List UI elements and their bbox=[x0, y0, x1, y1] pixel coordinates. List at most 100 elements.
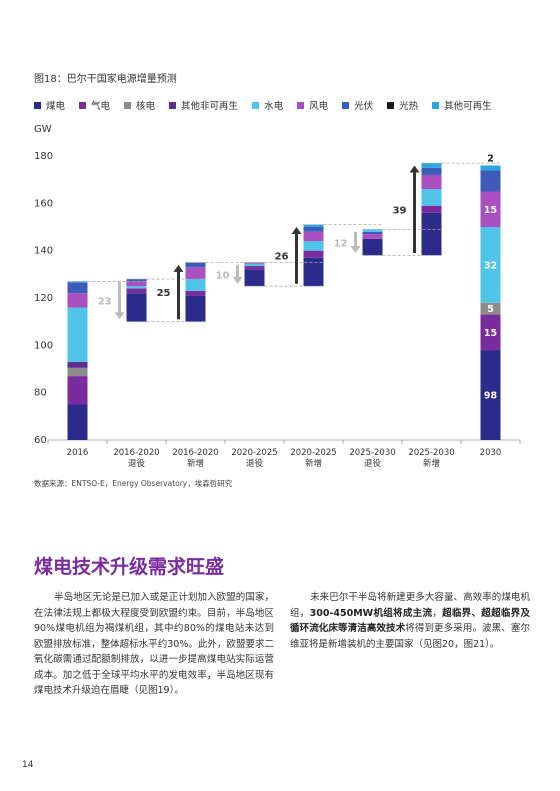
bar-segment-hydro bbox=[185, 279, 206, 291]
segment-value-label: 32 bbox=[484, 260, 497, 271]
legend-swatch bbox=[432, 101, 440, 109]
legend-item-other_renewable: 其他可再生 bbox=[432, 98, 492, 112]
bar-segment-other_renewable bbox=[480, 165, 501, 171]
bar-segment-solar bbox=[480, 170, 501, 192]
x-tick-label: 2020-2025 bbox=[290, 448, 336, 458]
legend-item-gas: 气电 bbox=[79, 98, 110, 112]
bar-segment-coal bbox=[421, 212, 442, 256]
legend-label: 煤电 bbox=[46, 101, 66, 112]
x-tick-label-sub: 退役 bbox=[364, 458, 382, 469]
segment-value-label: 15 bbox=[484, 328, 497, 339]
y-tick-label: 120 bbox=[34, 293, 53, 304]
right-paragraph: 未来巴尔干半岛将新建更多大容量、高效率的煤电机组，300-450MW机组将成主流… bbox=[290, 590, 530, 652]
legend-item-solar: 光伏 bbox=[342, 98, 373, 112]
bar-segment-other_renewable bbox=[421, 163, 442, 168]
legend-swatch bbox=[252, 101, 260, 109]
bar-segment-wind bbox=[303, 231, 324, 242]
legend-swatch bbox=[387, 101, 395, 109]
arrow-shaft bbox=[118, 281, 121, 314]
bar-segment-gas bbox=[244, 266, 265, 270]
y-tick-label: 80 bbox=[34, 388, 47, 399]
right-paragraph-emphasis-1: 300-450MW机组将成主流 bbox=[309, 607, 433, 619]
change-label: 39 bbox=[393, 205, 407, 216]
y-axis-label: GW bbox=[34, 124, 52, 135]
bar-segment-other_renewable bbox=[303, 224, 324, 227]
right-paragraph-intro: 未来巴尔干半岛将新建更多大容量、高效率的煤电机组， bbox=[290, 592, 530, 619]
bar-segment-hydro bbox=[421, 189, 442, 206]
legend-label: 水电 bbox=[264, 101, 284, 112]
legend-item-nuclear: 核电 bbox=[124, 98, 155, 112]
legend-item-other_non_renewable: 其他非可再生 bbox=[169, 98, 238, 112]
section-title: 煤电技术升级需求旺盛 bbox=[34, 556, 225, 578]
bar-segment-solar bbox=[185, 262, 206, 268]
legend-swatch bbox=[169, 101, 177, 109]
bar-segment-coal bbox=[126, 293, 147, 322]
data-source: 数据来源：ENTSO-E，Energy Observatory，埃森哲研究 bbox=[34, 479, 233, 488]
change-label: 23 bbox=[98, 296, 112, 307]
arrow-down-icon bbox=[114, 312, 125, 320]
legend-label: 气电 bbox=[91, 101, 111, 112]
arrow-shaft bbox=[295, 233, 298, 284]
x-tick-label: 2016-2020 bbox=[172, 448, 218, 458]
change-label: 12 bbox=[334, 238, 348, 249]
right-paragraph-mid: ， bbox=[432, 607, 443, 619]
legend-label: 风电 bbox=[309, 101, 329, 112]
arrow-shaft bbox=[354, 231, 357, 248]
arrow-up-icon bbox=[173, 264, 184, 272]
bar-segment-nuclear bbox=[67, 367, 88, 377]
change-label: 25 bbox=[157, 288, 171, 299]
x-tick-label-sub: 新增 bbox=[187, 458, 204, 469]
arrow-shaft bbox=[177, 270, 180, 320]
bar-segment-hydro bbox=[480, 227, 501, 303]
left-paragraph: 半岛地区无论是已加入或是正计划加入欧盟的国家，在法律法规上都极大程度受到欧盟约束… bbox=[34, 590, 274, 699]
x-tick-label-sub: 退役 bbox=[128, 458, 146, 469]
x-tick-label: 2025-2030 bbox=[408, 448, 454, 458]
bar-segment-gas bbox=[480, 314, 501, 351]
bar-segment-solar bbox=[67, 282, 88, 294]
bar-segment-gas bbox=[67, 376, 88, 405]
bar-segment-solar bbox=[362, 231, 383, 235]
legend-label: 光伏 bbox=[354, 101, 374, 112]
legend-item-solar_thermal: 光热 bbox=[387, 98, 418, 112]
bar-segment-coal bbox=[362, 238, 383, 256]
change-label: 26 bbox=[275, 251, 289, 262]
arrow-down-icon bbox=[232, 276, 243, 284]
y-tick-label: 100 bbox=[34, 340, 53, 351]
legend-swatch bbox=[79, 101, 87, 109]
bar-segment-hydro bbox=[67, 307, 88, 362]
segment-value-label: 15 bbox=[484, 205, 497, 216]
y-tick-label: 160 bbox=[34, 198, 53, 209]
bar-segment-solar bbox=[303, 227, 324, 232]
page-number: 14 bbox=[22, 760, 34, 770]
bar-segment-gas bbox=[126, 288, 147, 294]
bar-segment-wind bbox=[67, 293, 88, 308]
bar-segment-solar bbox=[126, 279, 147, 282]
bar-segment-other_non_renewable bbox=[67, 361, 88, 368]
x-tick-label: 2016 bbox=[67, 448, 89, 458]
right-paragraph-end: 将得到更多采用。波黑、塞尔维亚将是新增装机的主要国家（见图20，图21）。 bbox=[290, 623, 530, 650]
bar-segment-coal bbox=[185, 295, 206, 322]
x-tick-label: 2016-2020 bbox=[113, 448, 159, 458]
left-paragraph-text: 半岛地区无论是已加入或是正计划加入欧盟的国家，在法律法规上都极大程度受到欧盟约束… bbox=[34, 592, 274, 696]
legend-label: 其他非可再生 bbox=[181, 101, 239, 112]
legend-swatch bbox=[124, 101, 132, 109]
bar-segment-hydro bbox=[362, 229, 383, 232]
legend-swatch bbox=[34, 101, 41, 109]
bar-segment-coal bbox=[67, 404, 88, 440]
arrow-up-icon bbox=[409, 165, 420, 173]
legend-label: 核电 bbox=[136, 101, 156, 112]
segment-value-label: 5 bbox=[487, 304, 494, 315]
segment-value-label: 98 bbox=[484, 391, 498, 402]
bar-segment-solar bbox=[421, 167, 442, 175]
bar-segment-hydro bbox=[244, 263, 265, 267]
x-tick-label: 2030 bbox=[480, 448, 502, 458]
change-label: 10 bbox=[216, 270, 230, 281]
bar-segment-other_renewable bbox=[67, 281, 88, 283]
x-tick-label: 2020-2025 bbox=[231, 448, 277, 458]
legend-item-hydro: 水电 bbox=[252, 98, 283, 112]
chart-legend: 煤电 气电 核电 其他非可再生 水电 风电 光伏 光热 其他可再生 bbox=[34, 98, 534, 112]
bar-segment-wind bbox=[421, 174, 442, 190]
bar-segment-wind bbox=[126, 281, 147, 287]
x-tick-label-sub: 新增 bbox=[305, 458, 322, 469]
